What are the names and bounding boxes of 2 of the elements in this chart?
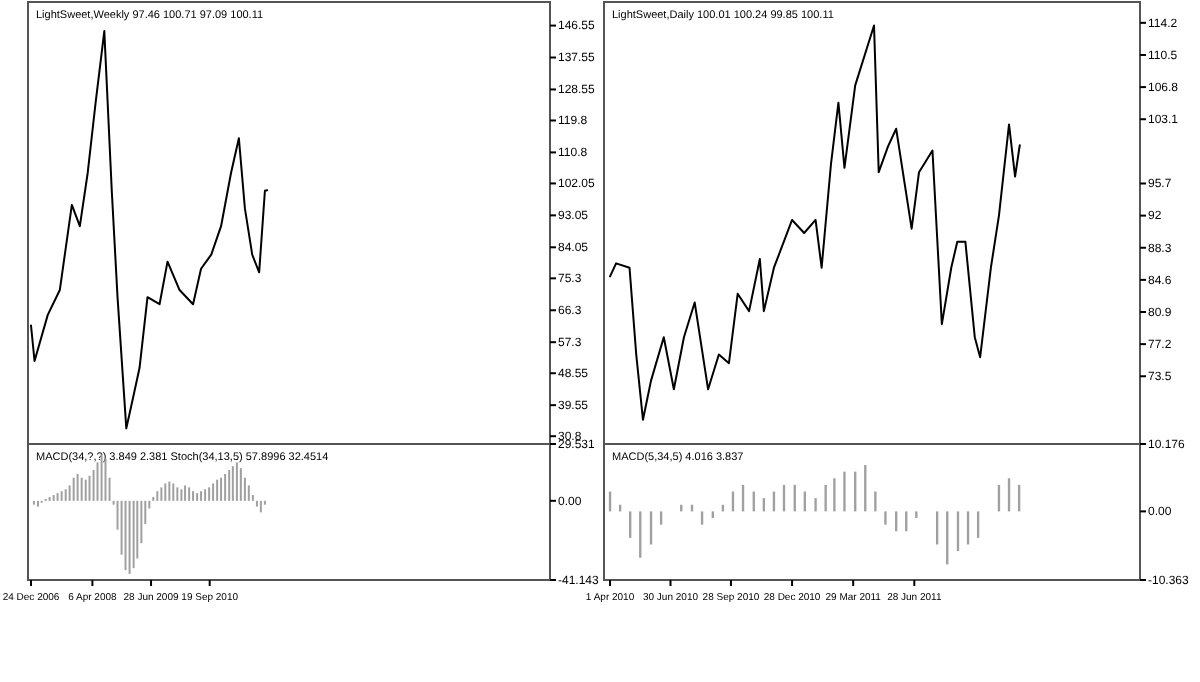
line-series xyxy=(30,30,269,430)
line-series xyxy=(609,24,1021,421)
